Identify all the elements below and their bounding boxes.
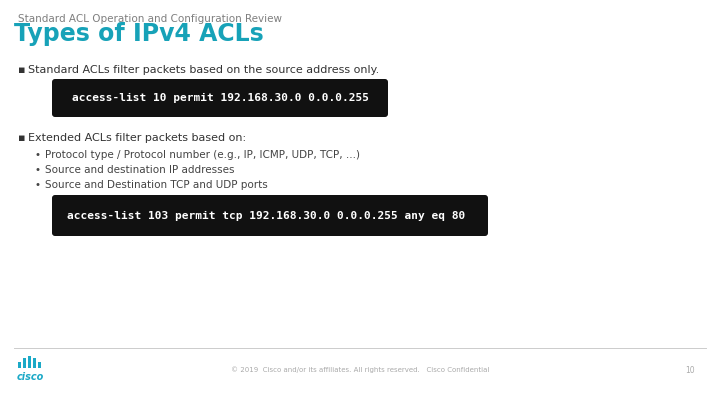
Bar xyxy=(38,362,41,368)
Text: access-list 10 permit 192.168.30.0 0.0.0.255: access-list 10 permit 192.168.30.0 0.0.0… xyxy=(71,93,369,103)
Text: ▪: ▪ xyxy=(18,133,25,143)
Text: Source and destination IP addresses: Source and destination IP addresses xyxy=(45,165,235,175)
Bar xyxy=(33,358,36,368)
Text: 10: 10 xyxy=(685,366,695,375)
Text: Protocol type / Protocol number (e.g., IP, ICMP, UDP, TCP, ...): Protocol type / Protocol number (e.g., I… xyxy=(45,150,360,160)
Text: Types of IPv4 ACLs: Types of IPv4 ACLs xyxy=(14,22,264,46)
Bar xyxy=(23,358,26,368)
FancyBboxPatch shape xyxy=(52,195,488,236)
Text: ▪: ▪ xyxy=(18,65,25,75)
Text: Source and Destination TCP and UDP ports: Source and Destination TCP and UDP ports xyxy=(45,180,268,190)
Text: Standard ACL Operation and Configuration Review: Standard ACL Operation and Configuration… xyxy=(18,14,282,24)
Text: •: • xyxy=(35,150,41,160)
Text: Extended ACLs filter packets based on:: Extended ACLs filter packets based on: xyxy=(28,133,246,143)
Text: Standard ACLs filter packets based on the source address only.: Standard ACLs filter packets based on th… xyxy=(28,65,379,75)
Text: •: • xyxy=(35,165,41,175)
Text: cisco: cisco xyxy=(17,372,44,382)
Text: access-list 103 permit tcp 192.168.30.0 0.0.0.255 any eq 80: access-list 103 permit tcp 192.168.30.0 … xyxy=(67,211,465,220)
Bar xyxy=(28,356,31,368)
Text: © 2019  Cisco and/or its affiliates. All rights reserved.   Cisco Confidential: © 2019 Cisco and/or its affiliates. All … xyxy=(231,366,489,373)
FancyBboxPatch shape xyxy=(52,79,388,117)
Text: •: • xyxy=(35,180,41,190)
Bar xyxy=(18,362,21,368)
